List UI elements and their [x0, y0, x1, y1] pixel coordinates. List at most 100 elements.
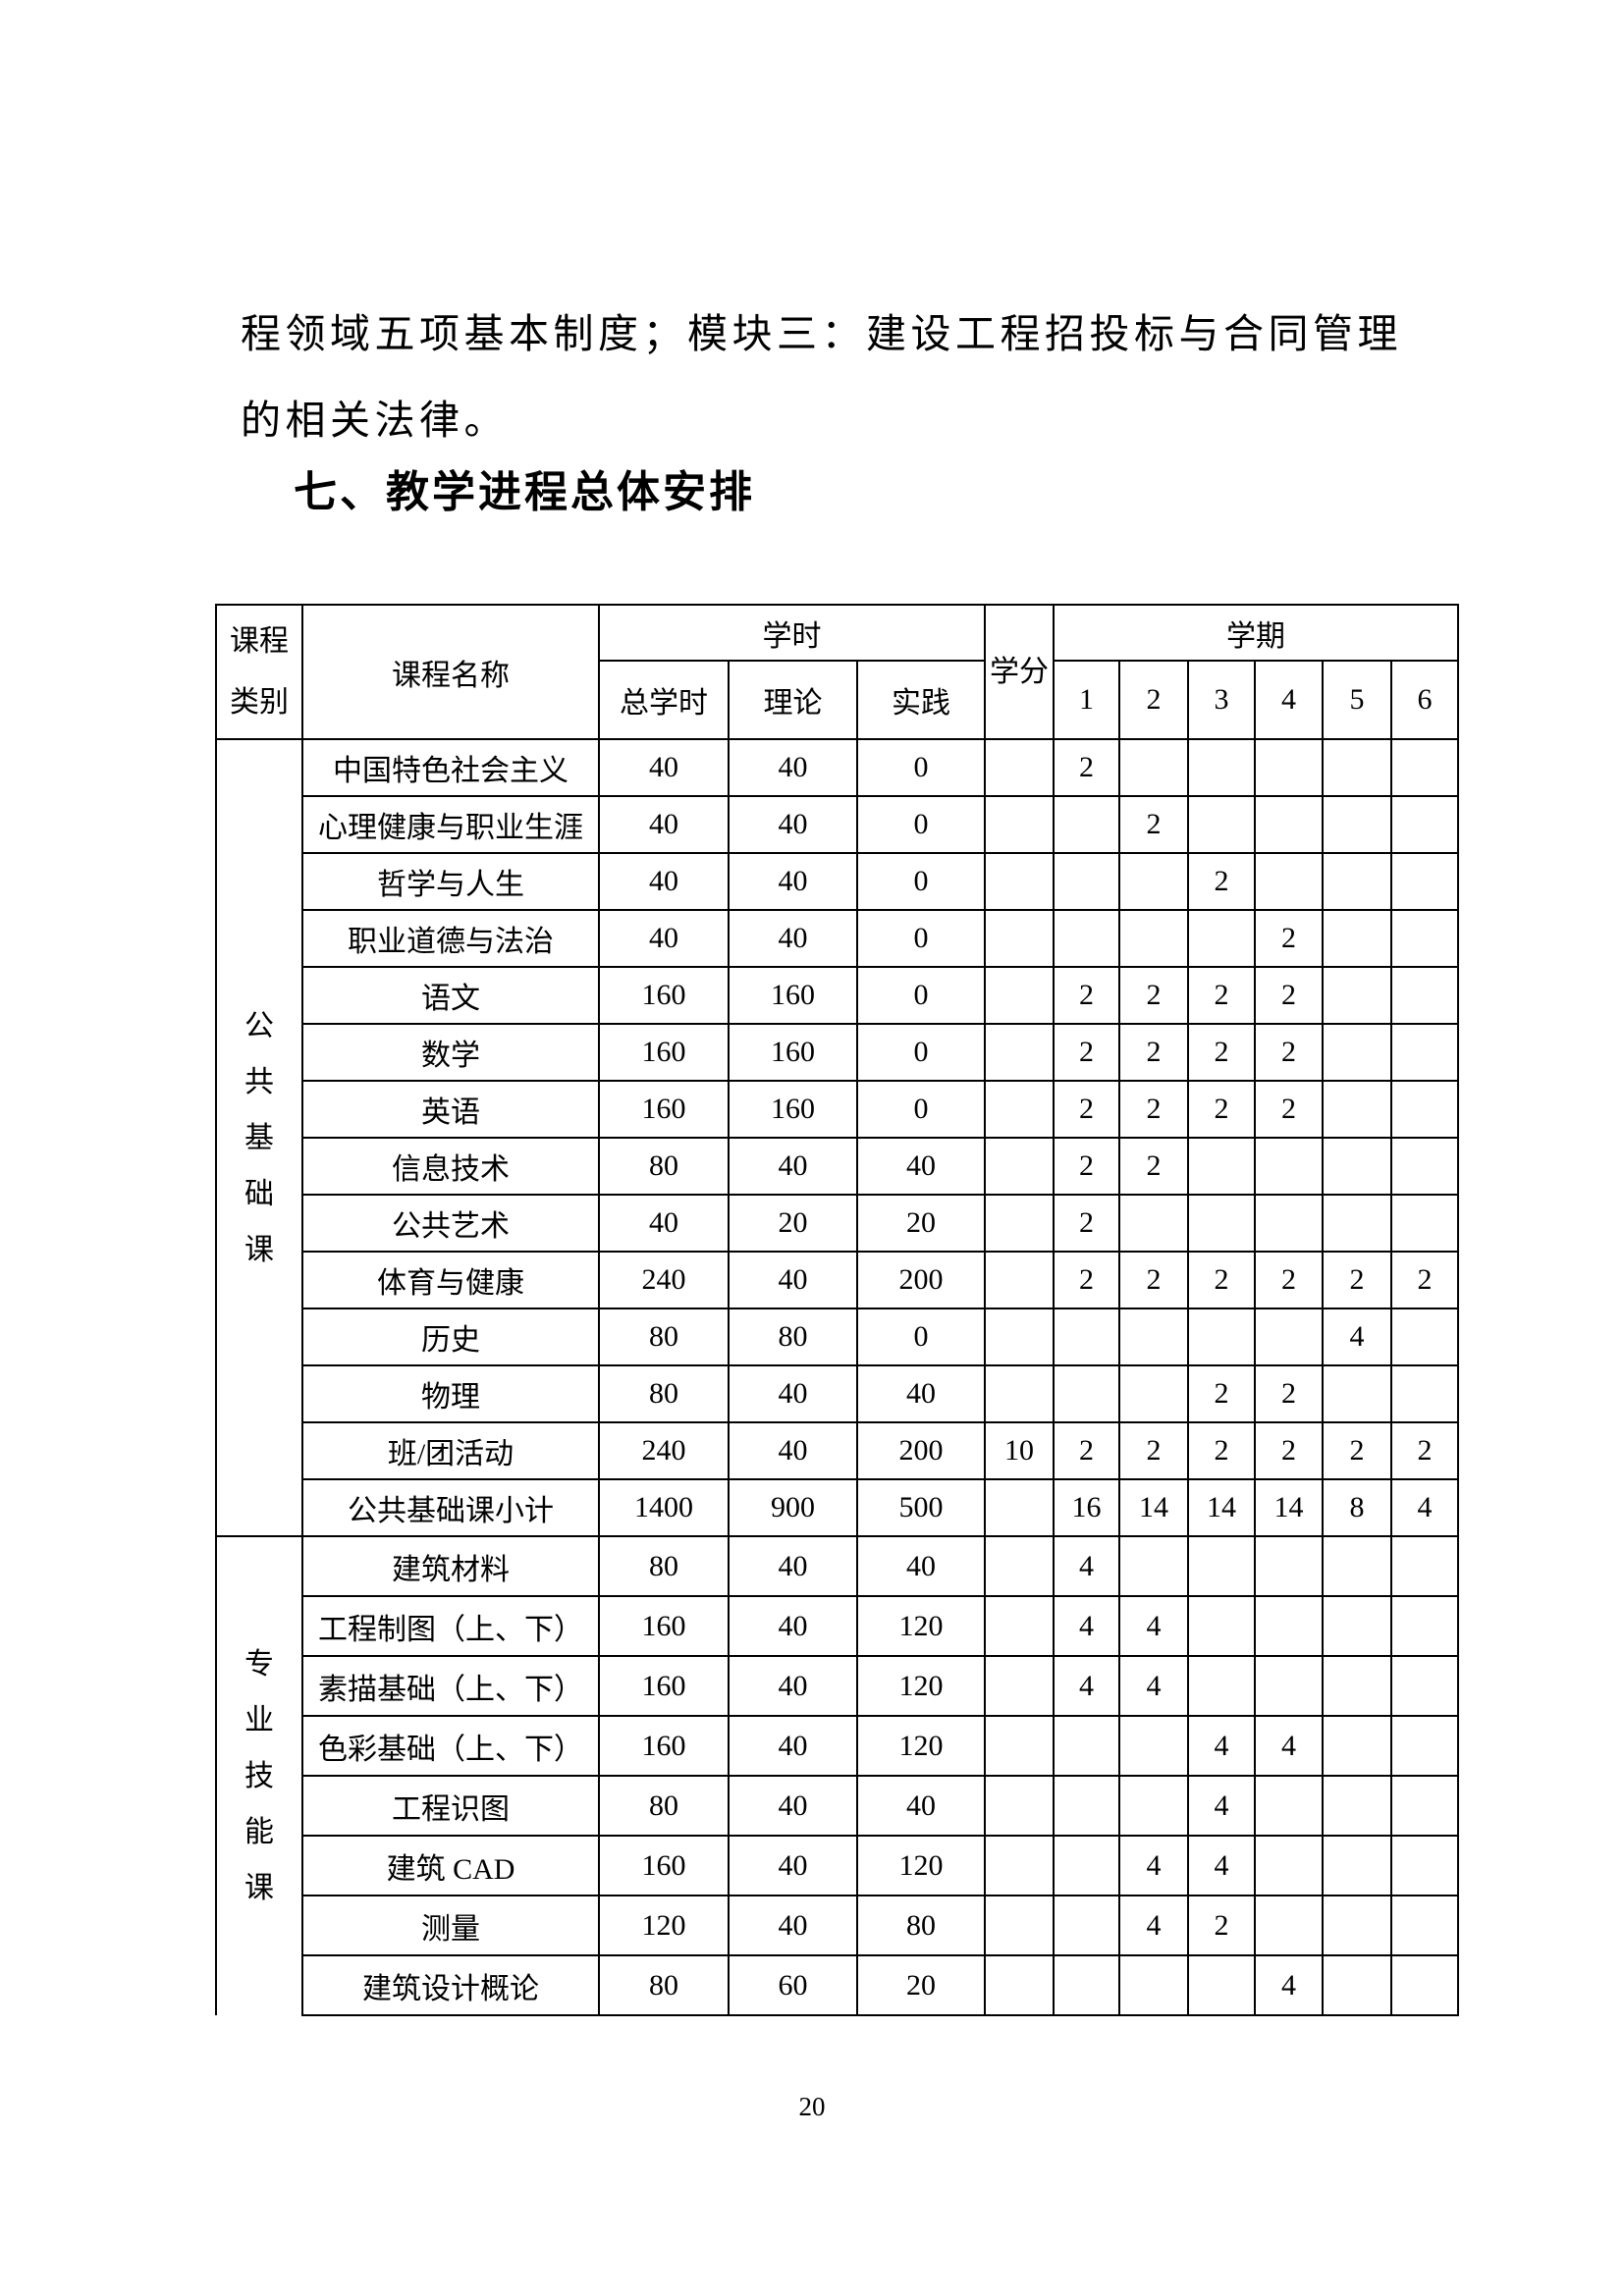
credits-cell — [984, 1251, 1056, 1309]
total-hours-cell: 80 — [598, 1137, 730, 1196]
semester-2-cell — [1118, 1775, 1190, 1837]
semester-1-cell: 2 — [1053, 1194, 1121, 1253]
semester-3-cell — [1187, 795, 1257, 854]
total-hours-cell: 120 — [598, 1895, 730, 1956]
course-name-cell: 建筑 CAD — [301, 1835, 600, 1896]
semester-5-cell — [1322, 1595, 1393, 1657]
semester-6-cell — [1390, 738, 1460, 797]
course-name-cell: 心理健康与职业生涯 — [301, 795, 600, 854]
credits-cell: 10 — [984, 1421, 1056, 1480]
page-number: 20 — [798, 2092, 826, 2121]
semester-6-cell — [1390, 1655, 1460, 1717]
semester-1-cell — [1053, 1775, 1121, 1837]
credits-cell — [984, 795, 1056, 854]
course-name-cell: 信息技术 — [301, 1137, 600, 1196]
practice-hours-cell: 120 — [855, 1655, 987, 1717]
semester-6-cell: 2 — [1390, 1421, 1460, 1480]
total-hours-cell: 40 — [598, 909, 730, 968]
semester-5-cell — [1322, 1715, 1393, 1777]
semester-6-cell — [1390, 1895, 1460, 1956]
course-name-cell: 公共基础课小计 — [301, 1478, 600, 1537]
semester-2-cell — [1118, 738, 1190, 797]
table-row: 测量 120 40 80 4 2 — [216, 1895, 1460, 1956]
semester-5-cell — [1322, 1655, 1393, 1717]
total-hours-cell: 240 — [598, 1421, 730, 1480]
course-name-cell: 测量 — [301, 1895, 600, 1956]
semester-1-cell: 2 — [1053, 738, 1121, 797]
semester-5-cell — [1322, 795, 1393, 854]
semester-5-cell: 2 — [1322, 1251, 1393, 1309]
semester-2-cell: 4 — [1118, 1835, 1190, 1896]
semester-6-cell — [1390, 909, 1460, 968]
category-label: 公共基础课 — [244, 1009, 274, 1266]
course-name-cell: 色彩基础（上、下） — [301, 1715, 600, 1777]
table-row: 物理 80 40 40 2 2 — [216, 1364, 1460, 1423]
theory-hours-cell: 900 — [728, 1478, 858, 1537]
total-hours-cell: 80 — [598, 1535, 730, 1597]
header-hours-group: 学时 — [597, 604, 987, 662]
semester-1-cell: 2 — [1053, 1421, 1121, 1480]
course-name-cell: 数学 — [301, 1023, 600, 1082]
credits-cell — [984, 1364, 1056, 1423]
semester-1-cell — [1053, 852, 1121, 911]
practice-hours-cell: 40 — [855, 1137, 987, 1196]
header-practice: 实践 — [855, 660, 987, 740]
theory-hours-cell: 40 — [728, 1895, 858, 1956]
course-name-cell: 建筑材料 — [301, 1535, 600, 1597]
practice-hours-cell: 40 — [855, 1535, 987, 1597]
header-semester-1: 1 — [1053, 660, 1121, 740]
practice-hours-cell: 0 — [855, 966, 987, 1025]
practice-hours-cell: 120 — [855, 1835, 987, 1896]
semester-6-cell: 2 — [1390, 1251, 1460, 1309]
category-label: 专业技能课 — [244, 1648, 274, 1904]
table-row: 数学 160 160 0 2 2 2 2 — [216, 1023, 1460, 1082]
semester-6-cell — [1390, 1775, 1460, 1837]
semester-5-cell: 2 — [1322, 1421, 1393, 1480]
course-name-cell: 建筑设计概论 — [301, 1954, 600, 2016]
semester-1-cell: 16 — [1053, 1478, 1121, 1537]
header-semester-6: 6 — [1390, 660, 1460, 740]
theory-hours-cell: 160 — [728, 966, 858, 1025]
course-name-cell: 班/团活动 — [301, 1421, 600, 1480]
semester-3-cell: 4 — [1187, 1715, 1257, 1777]
table-row: 历史 80 80 0 4 — [216, 1308, 1460, 1366]
table-row: 工程识图 80 40 40 4 — [216, 1775, 1460, 1837]
category-cell: 专业技能课 — [215, 1535, 303, 2015]
semester-6-cell — [1390, 1364, 1460, 1423]
header-semester-2: 2 — [1118, 660, 1190, 740]
semester-4-cell: 2 — [1254, 966, 1325, 1025]
practice-hours-cell: 120 — [855, 1595, 987, 1657]
total-hours-cell: 160 — [598, 1080, 730, 1139]
category-cell: 公共基础课 — [215, 738, 303, 1537]
semester-2-cell — [1118, 1194, 1190, 1253]
theory-hours-cell: 160 — [728, 1080, 858, 1139]
semester-3-cell — [1187, 1535, 1257, 1597]
semester-2-cell: 14 — [1118, 1478, 1190, 1537]
semester-1-cell — [1053, 1308, 1121, 1366]
semester-5-cell — [1322, 852, 1393, 911]
table-row: 信息技术 80 40 40 2 2 — [216, 1137, 1460, 1196]
course-name-cell: 职业道德与法治 — [301, 909, 600, 968]
semester-1-cell — [1053, 1364, 1121, 1423]
semester-5-cell — [1322, 1775, 1393, 1837]
semester-5-cell — [1322, 1535, 1393, 1597]
semester-6-cell — [1390, 1535, 1460, 1597]
semester-2-cell — [1118, 1364, 1190, 1423]
semester-1-cell: 2 — [1053, 1023, 1121, 1082]
semester-6-cell — [1390, 1137, 1460, 1196]
credits-cell — [984, 1308, 1056, 1366]
theory-hours-cell: 40 — [728, 1535, 858, 1597]
semester-2-cell: 4 — [1118, 1895, 1190, 1956]
semester-3-cell: 2 — [1187, 966, 1257, 1025]
semester-4-cell: 14 — [1254, 1478, 1325, 1537]
theory-hours-cell: 20 — [728, 1194, 858, 1253]
semester-2-cell — [1118, 909, 1190, 968]
semester-2-cell — [1118, 1535, 1190, 1597]
semester-2-cell: 4 — [1118, 1595, 1190, 1657]
credits-cell — [984, 1478, 1056, 1537]
table-row: 哲学与人生 40 40 0 2 — [216, 852, 1460, 911]
semester-3-cell — [1187, 738, 1257, 797]
semester-6-cell — [1390, 1835, 1460, 1896]
theory-hours-cell: 40 — [728, 1137, 858, 1196]
semester-3-cell: 2 — [1187, 1364, 1257, 1423]
